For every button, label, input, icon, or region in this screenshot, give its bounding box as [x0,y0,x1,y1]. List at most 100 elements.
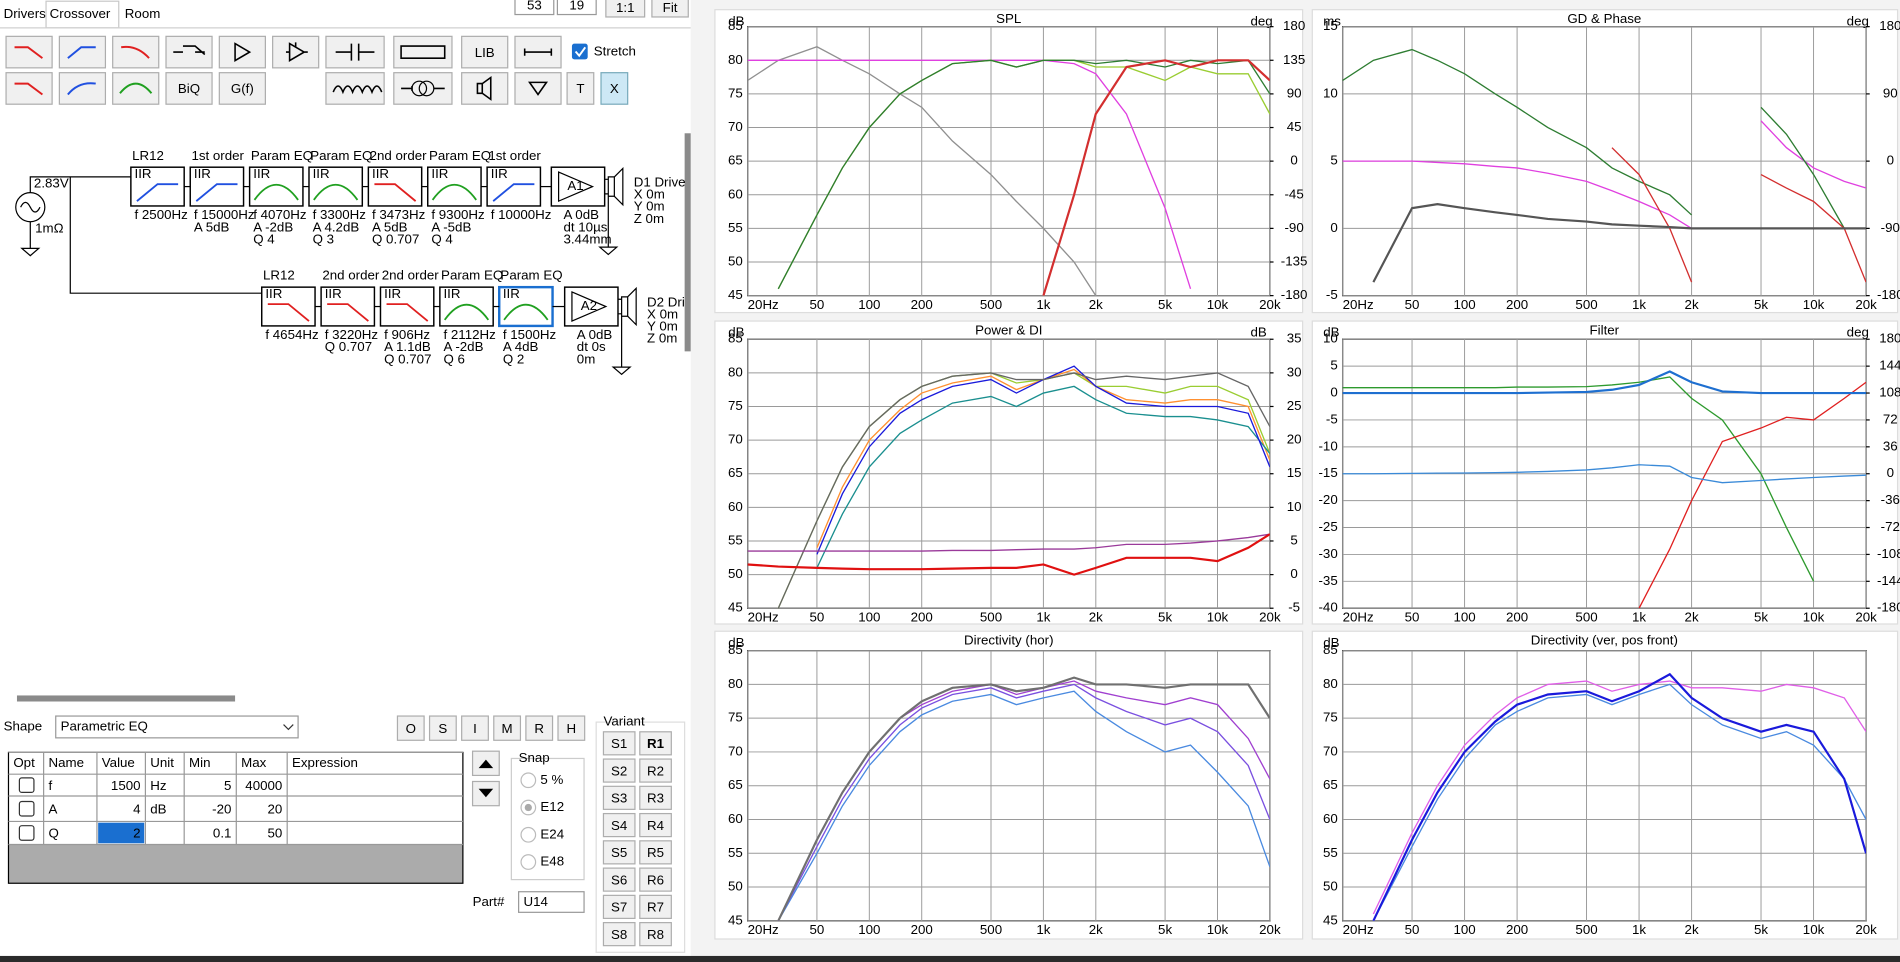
variant-s[interactable] [602,840,636,865]
toolbar-button-label[interactable]: LIB [475,45,495,60]
icon-stroke[interactable] [528,81,549,96]
table-cell[interactable]: f [48,778,52,793]
toolbar-icon[interactable] [173,45,206,56]
toolbar-button[interactable] [461,72,509,105]
schematic-scrollbar[interactable] [684,133,691,352]
variant-s-label[interactable]: S2 [611,763,627,778]
shape-value[interactable]: Parametric EQ [61,718,148,733]
variant-r-label[interactable]: R1 [647,736,665,751]
toolbar-button[interactable] [461,35,509,69]
icon-curve[interactable] [67,46,96,59]
table-cell[interactable]: 5 [224,778,231,793]
snap-option[interactable]: E12 [540,799,564,814]
toolbar-button[interactable] [5,72,53,105]
shape-button-label[interactable]: M [502,721,513,736]
toolbar-button[interactable] [5,35,53,69]
toolbar-button[interactable] [393,35,453,69]
filter-block[interactable] [439,286,494,327]
top-button[interactable] [605,0,646,18]
variant-r[interactable] [639,867,672,892]
shape-button[interactable] [396,715,425,741]
filter-block[interactable] [248,166,304,207]
top-button[interactable] [651,0,689,18]
opt-checkbox[interactable] [18,825,35,841]
variant-s-label[interactable]: S7 [611,900,627,915]
opt-checkbox[interactable] [18,800,35,817]
toolbar-button[interactable] [58,35,107,69]
part-field[interactable] [518,891,585,913]
toolbar-button[interactable] [218,35,266,69]
part-value[interactable]: U14 [523,894,548,909]
icon-curve[interactable] [67,82,96,96]
checkbox-label[interactable]: Stretch [594,44,636,59]
tab-selected[interactable] [45,0,120,29]
amplifier-block[interactable] [550,166,606,207]
table-cell[interactable]: 1500 [111,778,141,793]
arrow-up[interactable] [478,759,494,769]
toolbar-icon[interactable] [234,42,252,62]
toolbar-icon[interactable] [119,82,153,94]
icon-stroke[interactable] [335,43,375,61]
toolbar-icon[interactable] [400,45,446,59]
variant-s-label[interactable]: S1 [611,736,627,751]
snap-option[interactable]: E48 [540,854,564,869]
table-cell[interactable]: 4 [133,801,141,816]
dropdown-arrow[interactable] [283,724,294,731]
checkbox[interactable] [571,43,588,60]
variant-r-label[interactable]: R7 [647,900,664,915]
arrow-down[interactable] [478,788,494,798]
variant-r-label[interactable]: R4 [647,818,665,833]
cell-selected[interactable] [98,822,145,844]
toolbar-icon[interactable] [285,42,308,62]
variant-s[interactable] [602,758,636,783]
table-cell[interactable]: Hz [150,778,166,793]
shape-button-label[interactable]: H [567,721,577,736]
horizontal-scrollbar[interactable] [16,695,236,702]
toolbar-button[interactable] [112,72,160,105]
toolbar-icon[interactable] [121,45,150,59]
shape-dropdown[interactable] [55,715,299,739]
icon-stroke[interactable] [332,85,383,95]
number-field[interactable] [556,0,597,16]
number-field-value[interactable]: 53 [527,0,542,13]
variant-s-label[interactable]: S5 [611,845,627,860]
snap-radio[interactable] [520,772,537,789]
variant-r[interactable] [639,922,672,947]
snap-radio[interactable] [520,854,537,870]
icon-stroke[interactable] [523,48,553,56]
variant-s[interactable] [602,922,636,947]
toolbar-button[interactable] [272,35,320,69]
toolbar-button-label[interactable]: T [576,81,584,96]
toolbar-icon[interactable] [401,80,445,97]
number-field[interactable] [514,0,555,16]
variant-r-label[interactable]: R6 [647,872,664,887]
icon-stroke[interactable] [476,76,492,101]
toolbar-icon[interactable] [528,81,549,96]
variant-s[interactable] [602,812,636,838]
toolbar-icon[interactable] [67,82,96,96]
checkbox-check[interactable] [574,46,587,58]
top-button-label[interactable]: 1:1 [616,0,635,15]
table-cell[interactable]: 2 [133,826,140,841]
variant-s-label[interactable]: S6 [611,872,627,887]
toolbar-icon[interactable] [523,48,553,56]
shape-button[interactable] [493,715,522,741]
variant-r-label[interactable]: R3 [647,791,664,806]
variant-r-label[interactable]: R2 [647,763,664,778]
toolbar-icon[interactable] [14,82,43,96]
icon-stroke[interactable] [400,45,446,59]
variant-s-label[interactable]: S3 [611,791,627,806]
variant-s-label[interactable]: S4 [611,818,628,833]
snap-radio-dot[interactable] [524,803,532,812]
snap-option[interactable]: E24 [540,826,564,841]
shape-button-label[interactable]: S [438,721,447,736]
close-button[interactable] [600,72,629,105]
variant-s[interactable] [602,731,636,756]
opt-checkbox[interactable] [18,777,35,793]
snap-option[interactable]: 5 % [540,772,563,787]
toolbar-button[interactable] [112,35,160,69]
toolbar-button-label[interactable]: BiQ [178,81,200,96]
shape-button-label[interactable]: I [473,721,477,736]
icon-curve[interactable] [14,46,43,59]
icon-curve[interactable] [121,45,150,59]
